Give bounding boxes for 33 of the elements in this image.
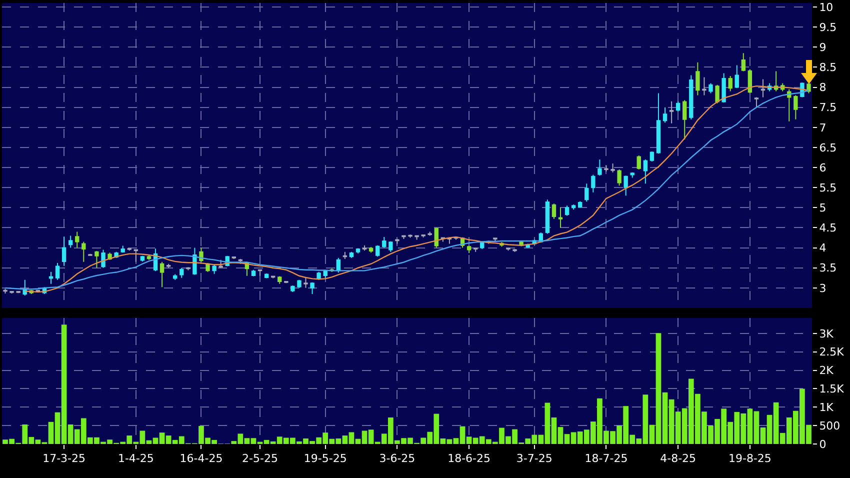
x-tick-label: 4-8-25 — [660, 452, 696, 466]
y-tick-label: 8.5 — [819, 61, 837, 74]
y-tick-label: 2.5K — [819, 346, 845, 359]
y-tick-label: 0 — [819, 438, 826, 451]
y-tick-label: 5 — [819, 202, 826, 215]
x-tick-label: 18-7-25 — [584, 452, 628, 466]
y-tick-label: 8 — [819, 81, 826, 94]
y-tick-label: 3.5 — [819, 262, 837, 275]
y-tick-label: 10 — [819, 0, 834, 14]
x-tick-label: 16-4-25 — [180, 452, 223, 466]
x-tick-label: 3-7-25 — [516, 452, 552, 466]
y-tick-label: 1K — [819, 401, 834, 414]
y-tick-label: 7.5 — [819, 101, 837, 114]
y-tick-label: 6.5 — [819, 141, 837, 154]
y-tick-label: 4.5 — [819, 222, 837, 235]
x-tick-label: 3-6-25 — [379, 452, 416, 466]
y-tick-label: 4 — [819, 242, 826, 255]
y-tick-label: 5.5 — [819, 181, 837, 194]
y-tick-label: 500 — [819, 419, 840, 432]
x-tick-label: 18-6-25 — [448, 452, 491, 466]
y-tick-label: 9.5 — [819, 20, 837, 34]
x-tick-label: 2-5-25 — [242, 452, 278, 466]
y-tick-label: 3K — [819, 327, 834, 340]
y-tick-label: 1.5K — [819, 382, 845, 396]
x-tick-label: 19-5-25 — [304, 452, 347, 466]
y-tick-label: 2K — [819, 364, 834, 378]
y-tick-label: 3 — [819, 282, 826, 295]
y-tick-label: 7 — [819, 121, 826, 134]
x-tick-label: 1-4-25 — [118, 452, 154, 466]
x-tick-label: 17-3-25 — [42, 452, 86, 466]
y-tick-label: 9 — [819, 40, 826, 54]
y-tick-label: 6 — [819, 161, 826, 174]
x-tick-label: 19-8-25 — [728, 452, 772, 466]
